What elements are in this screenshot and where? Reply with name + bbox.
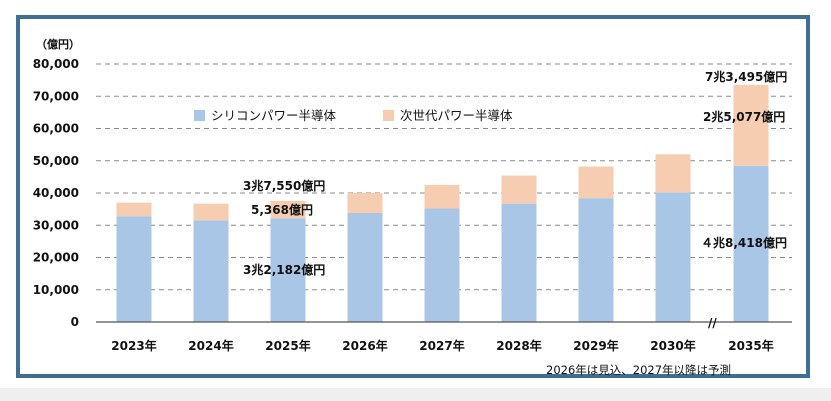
y-tick-label: 70,000 xyxy=(33,89,79,103)
y-tick-label: 60,000 xyxy=(33,122,79,136)
annotation-2025-next-gen: 5,368億円 xyxy=(251,202,313,217)
legend-label-next-gen: 次世代パワー半導体 xyxy=(400,108,513,123)
bar-silicon xyxy=(501,203,537,322)
x-tick-label: 2029年 xyxy=(573,338,618,353)
bottom-strip xyxy=(0,388,831,401)
y-tick-label: 20,000 xyxy=(33,251,79,265)
legend-swatch-silicon xyxy=(194,110,205,121)
bar-next-gen xyxy=(424,184,460,209)
bar-next-gen xyxy=(578,166,614,199)
annotation-2035-total: 7兆3,495億円 xyxy=(705,69,787,84)
bar-silicon xyxy=(347,212,383,322)
x-tick-label: 2028年 xyxy=(496,338,541,353)
axis-break-mark: // xyxy=(708,316,717,330)
axes: 0 10,000 20,000 30,000 40,000 50,000 60,000 70,… xyxy=(33,57,792,353)
bar-silicon xyxy=(578,198,614,322)
bar-next-gen xyxy=(733,84,769,166)
x-tick-label: 2023年 xyxy=(111,338,156,353)
bar-silicon xyxy=(733,165,769,322)
y-tick-label: 10,000 xyxy=(33,283,79,297)
bar-next-gen xyxy=(116,202,152,217)
legend-swatch-next-gen xyxy=(383,110,394,121)
y-tick-label: 40,000 xyxy=(33,186,79,200)
x-tick-label: 2026年 xyxy=(342,338,387,353)
legend: シリコンパワー半導体 次世代パワー半導体 xyxy=(194,108,513,123)
y-tick-label: 0 xyxy=(71,315,79,329)
x-tick-label: 2030年 xyxy=(650,338,695,353)
bars xyxy=(116,84,769,322)
bar-silicon xyxy=(655,192,691,322)
x-tick-label: 2035年 xyxy=(728,338,773,353)
bar-next-gen xyxy=(655,154,691,193)
bar-silicon xyxy=(193,220,229,322)
x-tick-label: 2025年 xyxy=(265,338,310,353)
annotation-2035-silicon: ４兆8,418億円 xyxy=(701,235,787,250)
y-tick-label: 80,000 xyxy=(33,57,79,71)
bar-next-gen xyxy=(501,175,537,204)
annotation-2025-total: 3兆7,550億円 xyxy=(243,178,325,193)
bar-next-gen xyxy=(270,200,306,219)
bar-silicon xyxy=(424,208,460,322)
bar-next-gen xyxy=(347,193,383,213)
bar-silicon xyxy=(116,216,152,322)
y-tick-label: 50,000 xyxy=(33,154,79,168)
footnote: 2026年は見込、2027年以降は予測 xyxy=(546,363,731,377)
bar-next-gen xyxy=(193,203,229,221)
y-tick-label: 30,000 xyxy=(33,218,79,232)
bar-silicon xyxy=(270,218,306,322)
x-tick-label: 2027年 xyxy=(419,338,464,353)
annotation-2035-next-gen: 2兆5,077億円 xyxy=(703,109,785,124)
annotation-2025-silicon: 3兆2,182億円 xyxy=(243,262,325,277)
legend-label-silicon: シリコンパワー半導体 xyxy=(211,108,337,123)
x-tick-label: 2024年 xyxy=(188,338,233,353)
y-unit-label: （億円） xyxy=(36,37,80,51)
